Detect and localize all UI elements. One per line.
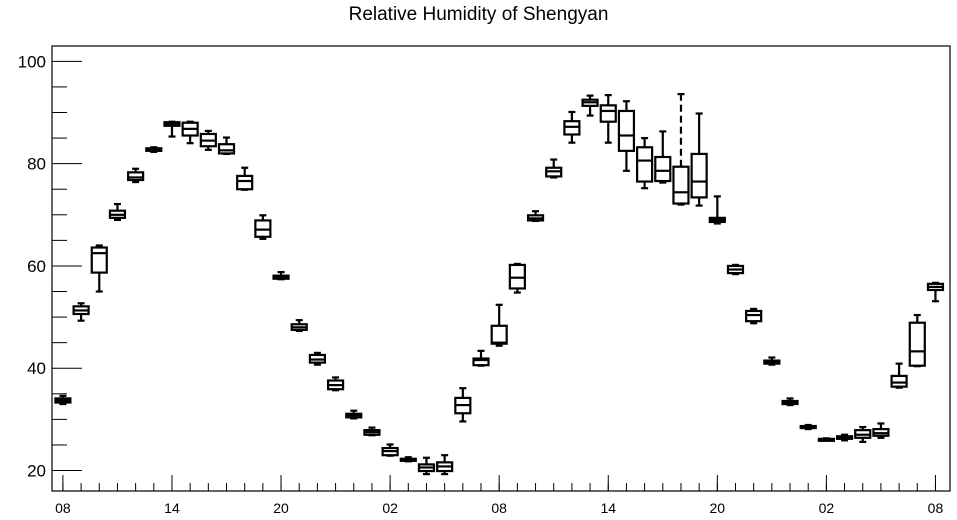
box-iqr <box>890 374 908 388</box>
x-tick-label: 14 <box>600 500 616 516</box>
box-plot <box>236 166 254 191</box>
x-axis: 08 14 20 02 08 14 20 02 08 <box>55 475 943 516</box>
box-plot <box>726 263 745 276</box>
box-plot <box>799 423 817 431</box>
box-plot <box>90 244 108 293</box>
box-plot <box>472 349 490 367</box>
box-plot <box>108 202 127 222</box>
box-plot <box>145 146 163 153</box>
box-plot <box>127 167 145 184</box>
box-plot <box>454 387 472 423</box>
box-plot <box>399 456 417 463</box>
box-plot <box>417 456 436 476</box>
y-axis: 20 40 60 80 100 <box>18 52 82 481</box>
box-plot <box>199 129 217 151</box>
box-plot <box>908 313 926 368</box>
box-plot <box>490 303 508 347</box>
box-plot <box>781 397 799 407</box>
x-tick-label: 08 <box>55 500 71 516</box>
box-plot <box>745 307 763 325</box>
box-plot <box>272 270 290 281</box>
box-plot <box>363 426 381 437</box>
chart-title: Relative Humidity of Shengyan <box>348 4 609 25</box>
box-plot <box>508 262 526 294</box>
y-tick-label: 40 <box>27 359 46 378</box>
box-plot <box>599 94 617 144</box>
box-plot <box>545 158 563 179</box>
box-plot <box>436 454 454 476</box>
box-plot <box>636 136 654 190</box>
box-plot <box>326 376 345 392</box>
box-iqr <box>236 174 254 191</box>
box-plot <box>526 210 545 223</box>
box-plot <box>890 362 908 389</box>
y-tick-label: 60 <box>27 257 46 276</box>
x-tick-label: 08 <box>928 500 944 516</box>
box-plot <box>254 214 272 240</box>
x-tick-label: 20 <box>710 500 726 516</box>
box-iqr <box>90 246 108 274</box>
box-iqr <box>672 165 690 205</box>
box-iqr <box>617 109 636 152</box>
box-plot <box>690 112 708 207</box>
box-iqr <box>599 104 617 123</box>
x-tick-label: 02 <box>382 500 398 516</box>
box-plot <box>872 422 890 439</box>
box-plot <box>72 302 90 322</box>
box-plot <box>381 443 399 457</box>
box-plot <box>708 195 726 225</box>
box-plot <box>617 100 636 172</box>
box-iqr <box>690 152 708 199</box>
box-plot <box>763 356 781 366</box>
box-plot <box>54 394 72 406</box>
box-plot <box>290 319 308 333</box>
x-tick-label: 20 <box>273 500 289 516</box>
box-plot <box>817 437 835 442</box>
box-plot <box>345 409 363 420</box>
box-iqr <box>217 143 236 155</box>
box-plot <box>672 92 690 206</box>
boxes <box>54 92 945 476</box>
y-tick-label: 100 <box>18 52 46 71</box>
box-plot <box>835 433 854 442</box>
box-plot <box>308 351 327 366</box>
x-tick-label: 02 <box>819 500 835 516</box>
box-iqr <box>472 357 490 367</box>
box-plot <box>217 136 236 156</box>
x-tick-label: 08 <box>491 500 507 516</box>
plot-frame <box>51 45 951 492</box>
x-tick-label: 14 <box>164 500 180 516</box>
box-iqr <box>490 324 508 345</box>
box-iqr <box>127 171 145 182</box>
y-tick-label: 80 <box>27 155 46 174</box>
y-tick-label: 20 <box>27 462 46 481</box>
box-iqr <box>908 321 926 367</box>
box-plot <box>926 281 945 303</box>
box-iqr <box>636 146 654 183</box>
box-plot <box>163 120 181 138</box>
box-plot <box>654 130 672 184</box>
box-plot <box>181 120 199 145</box>
box-plot <box>563 110 581 144</box>
box-plot <box>854 425 872 443</box>
box-plot <box>581 94 599 117</box>
box-iqr <box>654 155 672 183</box>
